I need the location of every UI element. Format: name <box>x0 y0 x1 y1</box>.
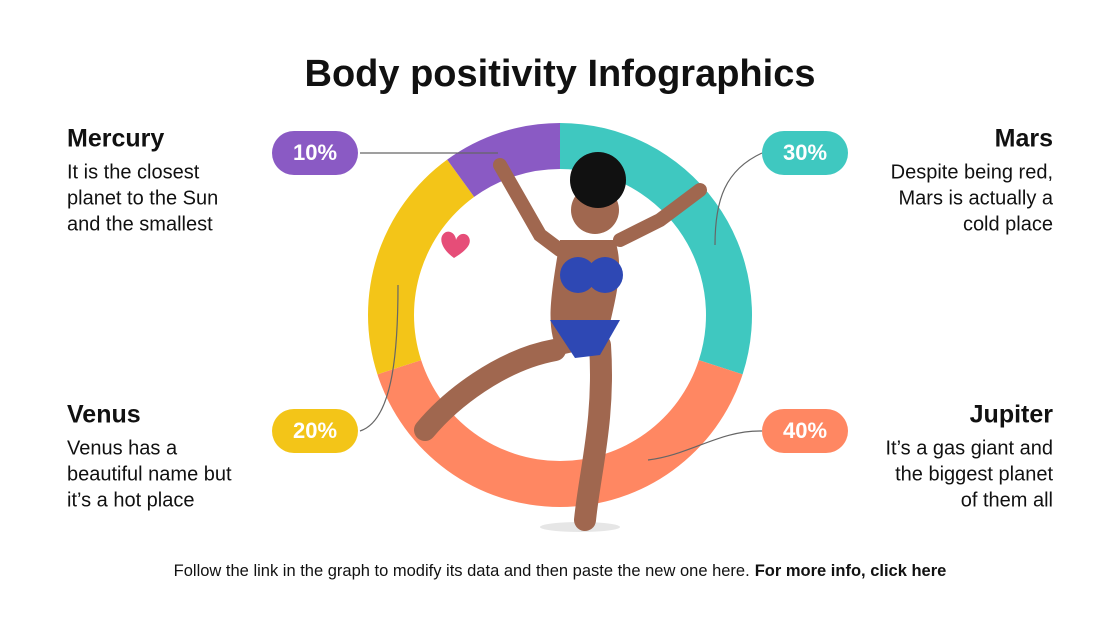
category-description: and the smallest <box>67 213 213 235</box>
connector <box>359 284 399 432</box>
heart <box>441 231 470 258</box>
connectors <box>359 152 763 461</box>
donut-segment <box>560 123 752 375</box>
value-label: 30% <box>783 140 827 165</box>
category-name: Mars <box>995 125 1053 153</box>
category-description: Venus has a <box>67 437 178 459</box>
category-description: Despite being red, <box>891 161 1053 183</box>
value-pill <box>762 131 848 175</box>
arms <box>493 158 707 257</box>
category-name: Mercury <box>67 125 164 153</box>
footer-link[interactable]: For more info, click here <box>755 562 947 580</box>
category-description: cold place <box>963 213 1053 235</box>
value-label: 40% <box>783 418 827 443</box>
connector <box>714 152 763 246</box>
category-name: Venus <box>67 401 141 429</box>
top <box>560 257 596 293</box>
value-label: 10% <box>293 140 337 165</box>
hair <box>570 152 626 208</box>
labels: 30% Mars Despite being red, Mars is actuall… <box>67 125 1054 512</box>
chart-title: Body positivity Infographics <box>305 53 816 95</box>
bottom <box>550 320 620 358</box>
category-description: It is the closest <box>67 161 200 183</box>
category-description: beautiful name but <box>67 463 232 485</box>
legs <box>414 334 613 531</box>
value-pill <box>272 409 358 453</box>
donut-segment <box>377 360 743 507</box>
top <box>587 257 623 293</box>
footer-note: Follow the link in the graph to modify i… <box>174 562 750 580</box>
category-description: planet to the Sun <box>67 187 218 209</box>
category-description: of them all <box>961 489 1053 511</box>
connector <box>647 430 763 461</box>
value-pill <box>272 131 358 175</box>
category-description: It’s a gas giant and <box>885 437 1053 459</box>
category-description: it’s a hot place <box>67 489 195 511</box>
category-description: Mars is actually a <box>899 187 1054 209</box>
category-description: the biggest planet <box>895 463 1053 485</box>
value-label: 20% <box>293 418 337 443</box>
donut-segment <box>368 159 475 375</box>
footer: Follow the link in the graph to modify i… <box>174 562 947 580</box>
illustration <box>414 152 707 532</box>
category-name: Jupiter <box>970 401 1054 429</box>
value-pill <box>762 409 848 453</box>
